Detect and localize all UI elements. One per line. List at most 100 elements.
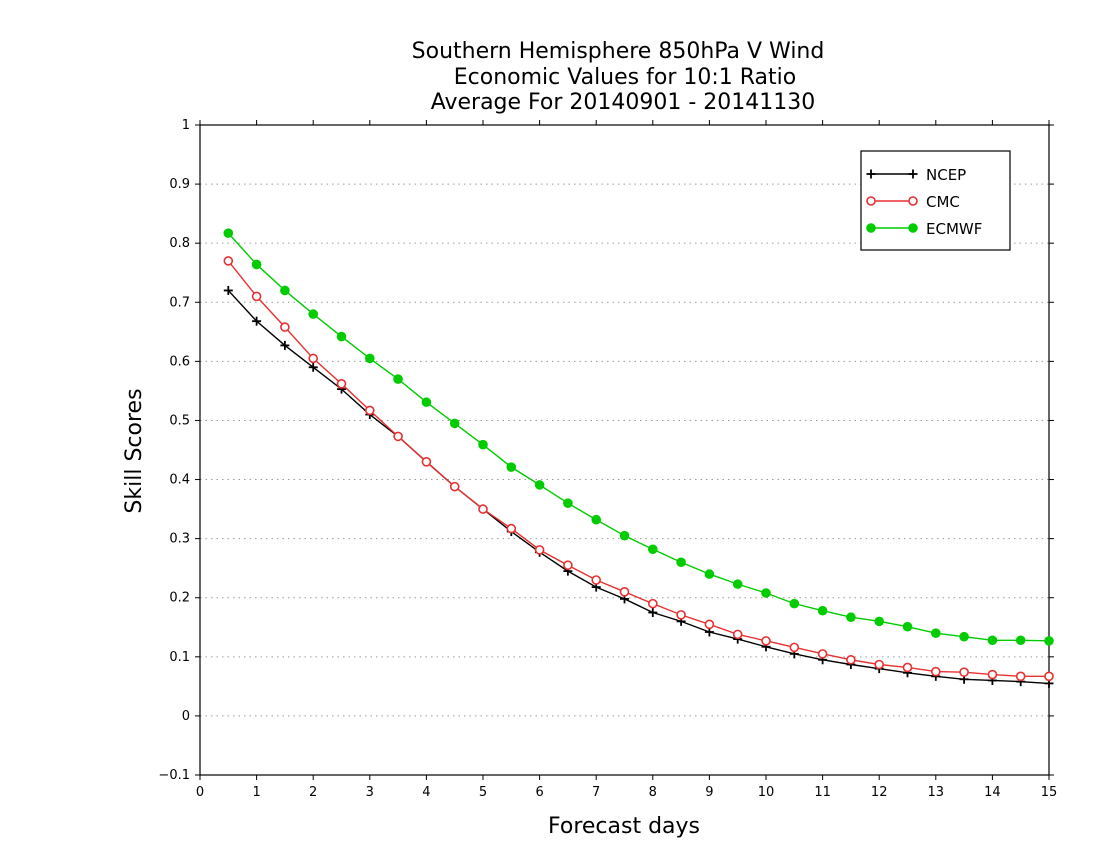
data-point-ecmwf [789, 598, 800, 609]
data-point-cmc [506, 523, 517, 534]
x-tick-label: 7 [592, 785, 600, 800]
data-point-cmc [619, 587, 630, 597]
data-point-cmc [959, 667, 969, 677]
legend: NCEP CMC ECMWF [860, 150, 1011, 251]
data-point-cmc [761, 636, 771, 646]
data-point-ecmwf [506, 462, 517, 472]
y-tick-label: 0.6 [169, 354, 190, 369]
data-point-cmc [251, 291, 262, 302]
data-point-ecmwf [732, 579, 743, 589]
data-point-ecmwf [534, 480, 545, 490]
series-line-ecmwf [227, 232, 1050, 642]
legend-label-cmc: CMC [926, 193, 960, 211]
y-tick-label: 1 [182, 118, 190, 133]
data-point-ecmwf [959, 631, 969, 642]
y-tick-label: 0.1 [169, 650, 190, 665]
legend-marker-end-ncep [908, 169, 918, 179]
legend-marker-start-ncep [866, 169, 876, 179]
data-point-cmc [817, 649, 828, 659]
series-cmc [223, 256, 1054, 682]
y-tick-label: 0 [182, 709, 190, 724]
x-tick-label: 9 [705, 785, 713, 800]
data-point-cmc [223, 256, 234, 266]
series-line-cmc [227, 260, 1049, 678]
data-point-cmc [902, 662, 913, 673]
data-point-ecmwf [704, 569, 715, 579]
data-point-cmc [647, 598, 658, 609]
data-point-ecmwf [393, 374, 403, 384]
data-point-ecmwf [902, 621, 913, 632]
data-point-ecmwf [676, 557, 686, 568]
data-point-cmc [1044, 671, 1054, 682]
legend-marker-end-ecmwf [908, 223, 918, 233]
legend-marker-start-cmc [866, 196, 876, 206]
data-point-cmc [930, 666, 941, 677]
x-tick-label: 10 [758, 785, 775, 800]
legend-entry-cmc: CMC [866, 193, 960, 211]
data-point-cmc [563, 560, 573, 571]
data-point-cmc [676, 610, 686, 620]
data-point-ecmwf [280, 285, 290, 296]
y-tick-label: 0.3 [169, 532, 190, 547]
data-point-cmc [1015, 671, 1026, 682]
data-point-ecmwf [449, 418, 460, 429]
data-point-cmc [280, 322, 290, 332]
data-point-cmc [704, 619, 715, 630]
series-line-ncep [227, 289, 1050, 685]
data-point-ncep [308, 362, 318, 372]
x-tick-label: 3 [366, 785, 374, 800]
chart-title-line-1: Southern Hemisphere 850hPa V Wind [412, 39, 825, 64]
x-tick-label: 5 [479, 785, 487, 800]
data-point-ecmwf [987, 635, 998, 646]
data-point-ecmwf [817, 605, 828, 616]
data-point-cmc [789, 642, 800, 653]
series-layer [223, 228, 1054, 688]
plot-frame [199, 124, 1050, 776]
x-tick-label: 6 [535, 785, 543, 800]
data-point-ecmwf [846, 612, 856, 623]
data-point-ecmwf [563, 498, 573, 508]
data-point-ecmwf [619, 530, 630, 541]
legend-marker-end-cmc [908, 196, 918, 206]
data-point-ncep [252, 316, 262, 326]
x-tick-label: 8 [649, 785, 657, 800]
data-point-ecmwf [931, 628, 941, 638]
legend-label-ecmwf: ECMWF [926, 220, 982, 238]
legend-label-ncep: NCEP [926, 166, 966, 184]
data-point-cmc [732, 629, 743, 640]
y-tick-label: 0.4 [169, 473, 190, 488]
data-point-ecmwf [874, 616, 885, 627]
data-point-ecmwf [1015, 635, 1026, 646]
x-tick-label: 11 [814, 785, 831, 800]
x-tick-label: 4 [422, 785, 430, 800]
x-tick-label: 12 [871, 785, 888, 800]
data-point-ecmwf [308, 309, 319, 319]
y-tick-label: 0.9 [169, 177, 190, 192]
chart-title-line-3: Average For 20140901 - 20141130 [431, 90, 816, 115]
data-point-cmc [874, 659, 885, 670]
x-tick-label: 15 [1041, 785, 1058, 800]
data-point-ncep [223, 285, 233, 295]
data-point-cmc [478, 504, 488, 514]
data-point-cmc [449, 481, 460, 492]
x-axis-label: Forecast days [548, 814, 700, 839]
data-point-ecmwf [591, 514, 602, 525]
data-point-cmc [591, 575, 602, 585]
series-ncep [223, 285, 1054, 688]
data-point-cmc [308, 353, 319, 364]
data-point-ncep [280, 340, 290, 350]
data-point-cmc [393, 431, 403, 442]
data-point-ecmwf [223, 228, 234, 238]
y-tick-label: 0.5 [169, 413, 190, 428]
y-tick-label: 0.2 [169, 591, 190, 606]
legend-entry-ncep: NCEP [866, 166, 966, 184]
x-tick-label: 2 [309, 785, 317, 800]
x-tick-label: 14 [984, 785, 1001, 800]
data-point-ecmwf [251, 259, 262, 270]
data-point-cmc [421, 457, 432, 467]
data-point-ecmwf [761, 588, 771, 598]
data-point-cmc [534, 545, 545, 555]
data-point-ecmwf [478, 439, 488, 450]
data-point-cmc [364, 405, 375, 416]
legend-entry-ecmwf: ECMWF [866, 220, 982, 238]
